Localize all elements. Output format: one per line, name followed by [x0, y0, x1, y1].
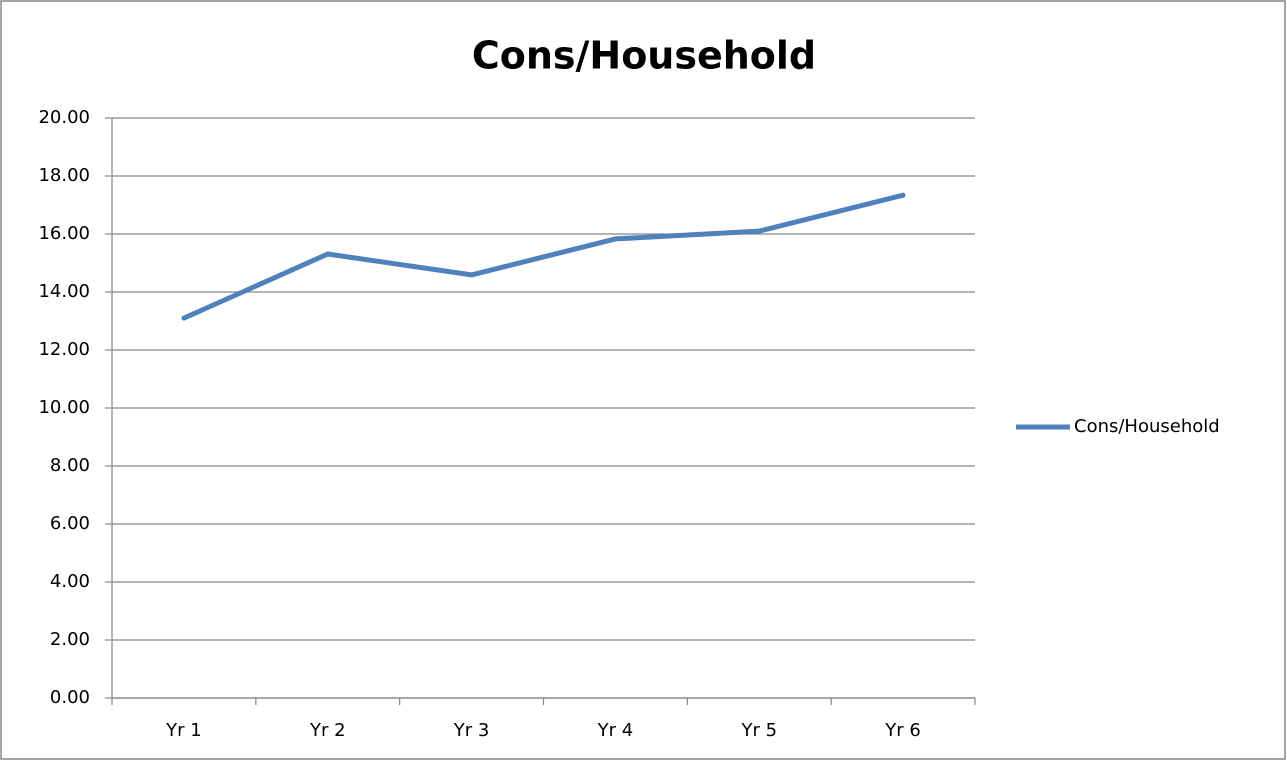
- x-tick-label: Yr 3: [453, 720, 490, 741]
- y-tick-label: 14.00: [38, 281, 90, 302]
- legend-label: Cons/Household: [1074, 416, 1220, 437]
- y-tick-label: 12.00: [38, 339, 90, 360]
- series-line: [181, 192, 906, 321]
- x-tick-label: Yr 6: [884, 720, 921, 741]
- y-tick-label: 6.00: [50, 513, 90, 534]
- x-tick-label: Yr 1: [165, 720, 202, 741]
- y-tick-label: 4.00: [50, 571, 90, 592]
- x-tick-label: Yr 2: [309, 720, 346, 741]
- x-tick-label: Yr 4: [597, 720, 634, 741]
- y-tick-label: 18.00: [38, 165, 90, 186]
- y-tick-label: 0.00: [50, 687, 90, 708]
- x-tick-label: Yr 5: [740, 720, 777, 741]
- y-tick-label: 8.00: [50, 455, 90, 476]
- y-tick-label: 16.00: [38, 223, 90, 244]
- y-tick-label: 10.00: [38, 397, 90, 418]
- y-tick-label: 2.00: [50, 629, 90, 650]
- y-tick-label: 20.00: [38, 107, 90, 128]
- chart-title: Cons/Household: [472, 34, 816, 78]
